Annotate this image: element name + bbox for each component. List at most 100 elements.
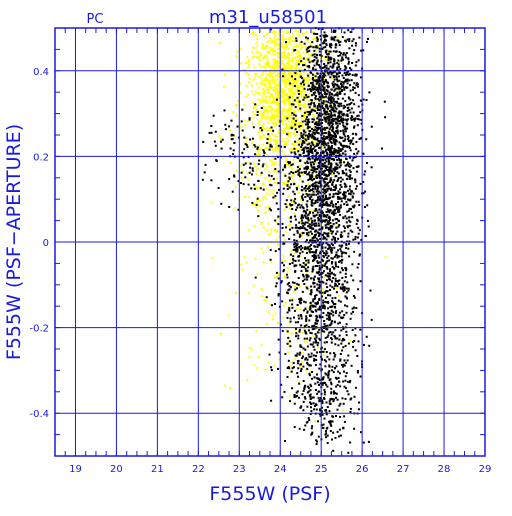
data-point	[311, 219, 314, 222]
data-point	[333, 390, 335, 393]
data-point	[323, 417, 326, 420]
data-point	[343, 191, 346, 194]
data-point	[266, 116, 269, 118]
data-point	[322, 242, 325, 245]
data-point	[332, 126, 334, 129]
data-point	[319, 399, 322, 402]
data-point	[347, 247, 350, 250]
data-point	[341, 36, 344, 39]
data-point	[337, 119, 340, 122]
data-point	[314, 297, 317, 300]
data-point	[326, 165, 329, 168]
data-point	[337, 190, 340, 193]
data-point	[277, 182, 280, 185]
data-point	[314, 199, 317, 202]
data-point	[324, 409, 327, 412]
data-point	[314, 149, 317, 152]
data-point	[272, 129, 275, 132]
data-point	[280, 259, 283, 262]
data-point	[264, 197, 267, 200]
data-point	[300, 60, 303, 63]
data-point	[341, 251, 344, 254]
data-point	[323, 398, 326, 400]
data-point	[349, 117, 352, 120]
data-point	[350, 190, 353, 193]
data-point	[326, 434, 329, 437]
data-point	[315, 389, 317, 391]
data-point	[292, 120, 294, 123]
data-point	[328, 247, 331, 250]
data-point	[315, 214, 318, 217]
data-point	[321, 258, 324, 261]
data-point	[281, 35, 284, 38]
data-point	[314, 202, 317, 204]
data-point	[323, 116, 326, 119]
data-point	[339, 260, 342, 262]
data-point	[325, 80, 328, 83]
data-point	[352, 295, 355, 297]
data-point	[333, 131, 336, 134]
data-point	[325, 203, 328, 206]
data-point	[325, 111, 328, 114]
data-point	[290, 249, 293, 252]
data-point	[318, 268, 321, 271]
data-point	[327, 315, 330, 318]
data-point	[339, 148, 342, 151]
data-point	[296, 188, 298, 191]
data-point	[282, 97, 285, 100]
data-point	[365, 138, 368, 141]
data-point	[257, 51, 260, 54]
data-point	[278, 93, 281, 96]
data-point	[306, 40, 309, 43]
data-point	[331, 219, 334, 222]
data-point	[326, 197, 328, 200]
data-point	[309, 145, 312, 148]
data-point	[312, 38, 315, 40]
data-point	[341, 269, 344, 272]
data-point	[309, 383, 312, 386]
data-point	[276, 64, 279, 67]
data-point	[318, 306, 321, 309]
data-point	[322, 354, 325, 357]
data-point	[294, 226, 297, 229]
data-point	[345, 172, 348, 175]
data-point	[268, 65, 271, 68]
data-point	[302, 140, 305, 143]
data-point	[276, 229, 279, 232]
data-point	[255, 206, 258, 209]
data-point	[290, 126, 293, 129]
data-point	[277, 215, 280, 218]
data-point	[289, 204, 292, 207]
data-point	[253, 162, 255, 165]
data-point	[303, 396, 306, 399]
data-point	[228, 206, 231, 208]
data-point	[338, 213, 341, 216]
data-point	[323, 55, 326, 58]
data-point	[294, 72, 297, 75]
data-point	[298, 353, 301, 356]
data-point	[286, 341, 289, 344]
data-point	[356, 355, 359, 357]
data-point	[307, 225, 310, 228]
data-point	[315, 224, 318, 227]
data-point	[258, 132, 261, 135]
data-point	[312, 144, 315, 147]
data-point	[318, 297, 321, 300]
data-point	[299, 234, 302, 237]
data-point	[283, 37, 286, 40]
data-point	[314, 46, 317, 49]
x-tick-label: 25	[315, 464, 328, 475]
data-point	[291, 306, 294, 309]
data-point	[334, 83, 337, 86]
data-point	[298, 125, 301, 128]
data-point	[293, 394, 296, 397]
data-point	[328, 173, 331, 175]
data-point	[259, 101, 262, 104]
data-point	[306, 247, 309, 250]
data-point	[327, 255, 330, 257]
data-point	[331, 108, 334, 111]
data-point	[313, 256, 316, 258]
data-point	[315, 62, 318, 65]
data-point	[278, 91, 281, 94]
data-point	[319, 88, 322, 91]
